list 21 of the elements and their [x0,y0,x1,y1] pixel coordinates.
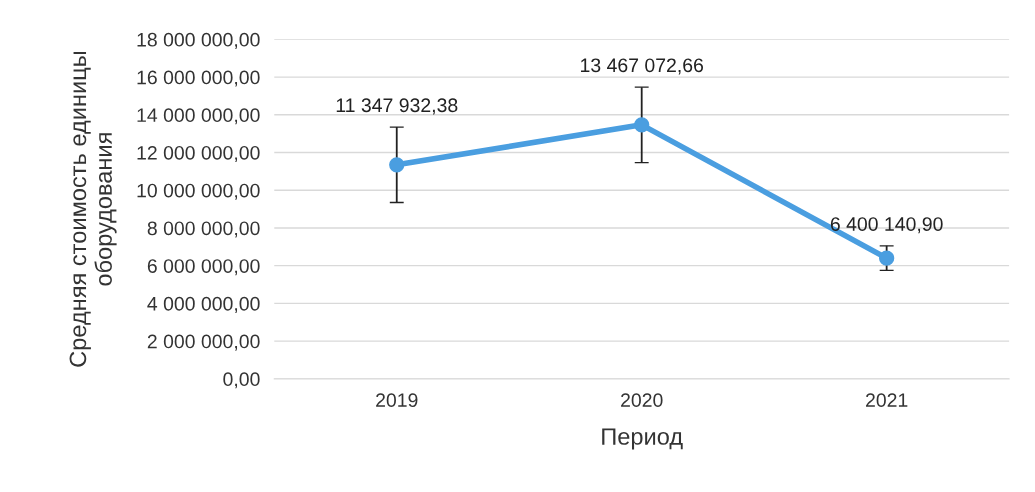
y-axis-title: Средняя стоимость единицы оборудования [69,51,117,367]
data-label: 6 400 140,90 [830,217,943,234]
x-axis-title: Период [602,428,683,450]
point [389,157,405,173]
x-tick-label: 2020 [621,393,663,408]
y-tick-label: 12 000 000,00 [137,145,260,163]
y-tick-label: 8 000 000,00 [147,221,260,238]
y-tick-label: 14 000 000,00 [137,108,260,125]
x-tick-label: 2019 [376,393,418,408]
y-tick-label: 6 000 000,00 [147,259,260,276]
x-tick-label: 2021 [866,393,908,408]
y-tick-label: 16 000 000,00 [137,70,260,87]
point [634,117,650,133]
y-tick-label: 2 000 000,00 [147,334,260,351]
point [879,250,895,266]
y-tick-label: 10 000 000,00 [137,183,260,200]
y-tick-label: 0,00 [223,372,260,389]
y-tick-label: 18 000 000,00 [137,32,260,49]
data-label: 11 347 932,38 [336,98,458,115]
y-tick-label: 4 000 000,00 [147,296,260,313]
data-label: 13 467 072,66 [581,58,704,75]
